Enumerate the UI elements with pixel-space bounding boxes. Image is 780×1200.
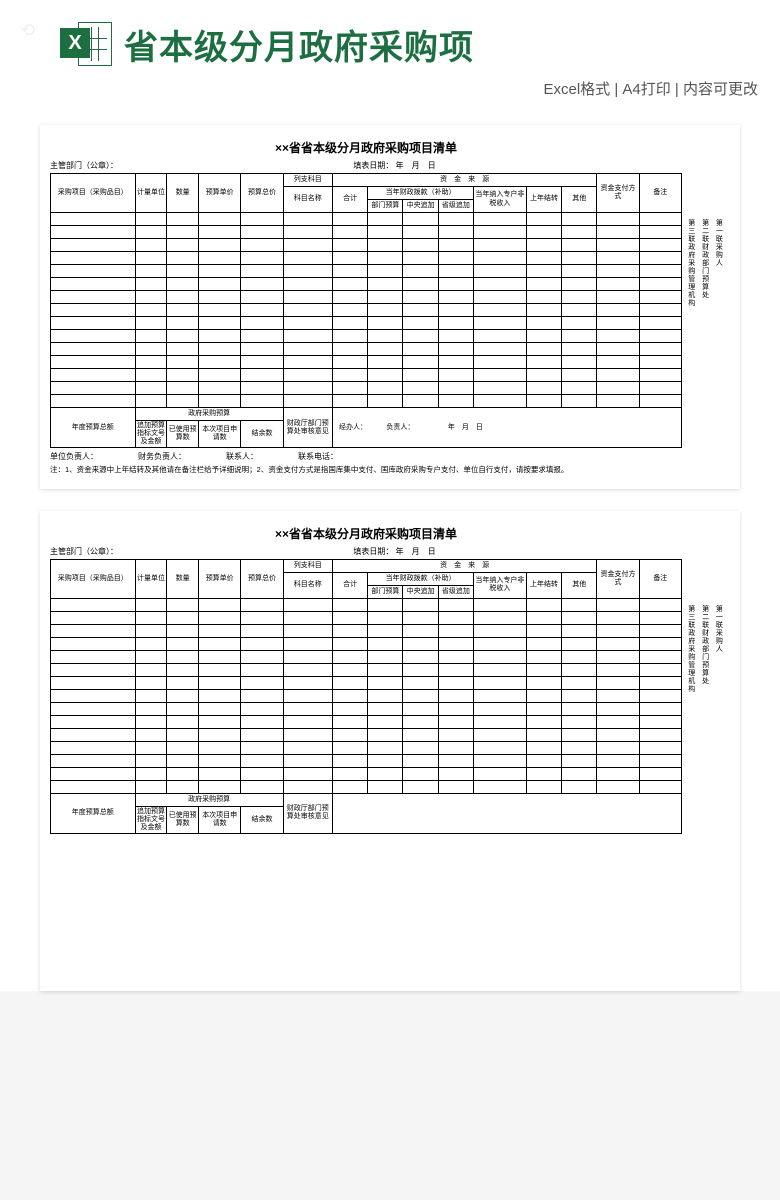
table-row [51, 356, 682, 369]
form-title: ××省省本级分月政府采购项目清单 [50, 139, 682, 156]
table-row [51, 239, 682, 252]
copy-2: 第二联财政部门预算处 [700, 219, 710, 307]
table-row [51, 252, 682, 265]
table-row [51, 226, 682, 239]
col-heji: 合计 [332, 187, 367, 213]
footer-note: 注：1、资金来源中上年结转及其他请在备注栏给予详细说明；2、资金支付方式是指国库… [50, 465, 682, 475]
col-price: 预算单价 [199, 174, 241, 213]
col-paymethod: 资金支付方式 [597, 174, 639, 213]
col-remark: 备注 [639, 174, 681, 213]
table-row [51, 598, 682, 611]
review-cell: 经办人： 负责人： 年 月 日 [332, 408, 681, 448]
procurement-table: 采购项目（采购品目） 计量单位 数量 预算单价 预算总价 列支科目 资 金 来 … [50, 173, 682, 448]
col-other: 其他 [562, 187, 597, 213]
table-row [51, 715, 682, 728]
table-row [51, 741, 682, 754]
col-subject-group: 列支科目 [283, 174, 332, 187]
col-tax: 当年纳入专户非税收入 [473, 187, 526, 213]
copy-1: 第一联采购人 [714, 219, 724, 307]
date-value: 年 月 日 [396, 161, 436, 170]
col-prov: 省级追加 [438, 200, 473, 213]
table-row [51, 728, 682, 741]
col-unit: 计量单位 [135, 174, 167, 213]
col-total: 预算总价 [241, 174, 283, 213]
table-row [51, 754, 682, 767]
col-lastyear: 上年结转 [526, 187, 561, 213]
table-row [51, 369, 682, 382]
table-row [51, 330, 682, 343]
table-row [51, 382, 682, 395]
signature-row: 单位负责人： 财务负责人： 联系人： 联系电话： [50, 451, 682, 462]
form-page-2: ××省省本级分月政府采购项目清单 主管部门（公章）： 填表日期： 年 月 日 [40, 511, 740, 991]
add-budget: 追加预算指标文号及金额 [135, 421, 167, 448]
table-row [51, 265, 682, 278]
table-row [51, 676, 682, 689]
table-row [51, 611, 682, 624]
table-row [51, 767, 682, 780]
table-row [51, 317, 682, 330]
table-row [51, 780, 682, 793]
used: 已使用预算数 [167, 421, 199, 448]
table-row [51, 304, 682, 317]
table-row [51, 637, 682, 650]
gov-budget: 政府采购预算 [135, 408, 283, 421]
dept-label: 主管部门（公章）： [50, 160, 353, 171]
form-page-1: ××省省本级分月政府采购项目清单 主管部门（公章）： 填表日期： 年 月 日 [40, 125, 740, 489]
table-row [51, 291, 682, 304]
this-apply: 本次项目申请数 [199, 421, 241, 448]
date-label: 填表日期： [353, 161, 393, 170]
review-label: 财政厅部门预算处审核意见 [283, 408, 332, 448]
col-central: 中央追加 [403, 200, 438, 213]
table-row [51, 650, 682, 663]
col-fund-source: 资 金 来 源 [332, 174, 596, 187]
col-qty: 数量 [167, 174, 199, 213]
annual-total: 年度预算总额 [51, 408, 136, 448]
table-row [51, 395, 682, 408]
table-row [51, 663, 682, 676]
col-dept-budget: 部门预算 [368, 200, 403, 213]
table-row [51, 702, 682, 715]
form-title-2: ××省省本级分月政府采购项目清单 [50, 525, 682, 542]
table-row [51, 213, 682, 226]
copy-labels: 第三联政府采购管理机构 第二联财政部门预算处 第一联采购人 [682, 139, 730, 307]
col-fiscal-group: 当年财政拨款（补助） [368, 187, 474, 200]
template-header: X 省本级分月政府采购项 [0, 0, 780, 78]
procurement-table-2: 采购项目（采购品目） 计量单位 数量 预算单价 预算总价 列支科目 资 金 来 … [50, 559, 682, 834]
subtitle: Excel格式 | A4打印 | 内容可更改 [0, 78, 780, 111]
copy-3: 第三联政府采购管理机构 [686, 219, 696, 307]
table-row [51, 278, 682, 291]
balance: 结余数 [241, 421, 283, 448]
excel-icon: X [60, 18, 112, 70]
table-row [51, 624, 682, 637]
table-row [51, 689, 682, 702]
col-subject-name: 科目名称 [283, 187, 332, 213]
main-title: 省本级分月政府采购项 [124, 20, 474, 69]
col-item: 采购项目（采购品目） [51, 174, 136, 213]
table-row [51, 343, 682, 356]
